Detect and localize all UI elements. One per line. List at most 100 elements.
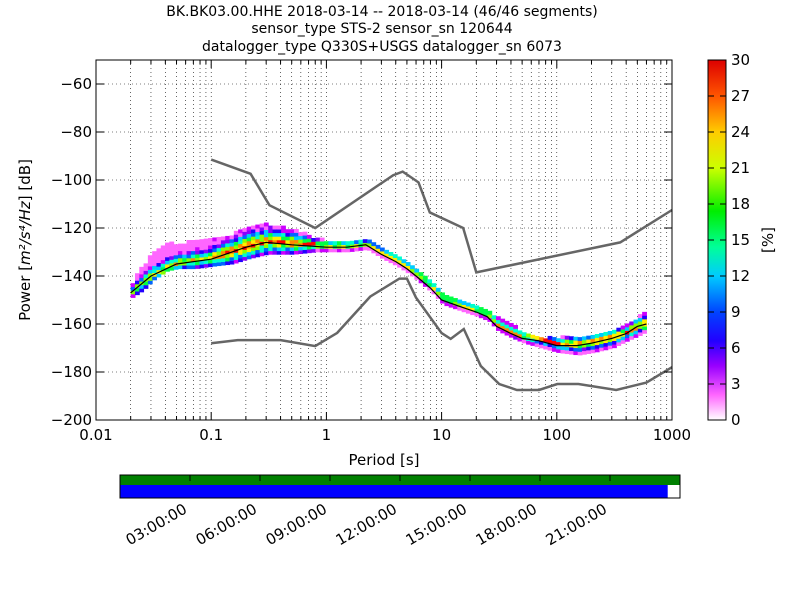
ppsd-cell xyxy=(581,336,587,341)
ppsd-cell xyxy=(169,259,175,264)
ppsd-cell xyxy=(440,296,445,300)
ppsd-cell xyxy=(607,338,613,343)
ppsd-cell xyxy=(414,275,420,280)
ppsd-cell xyxy=(242,256,248,261)
ppsd-cell xyxy=(427,279,433,284)
ppsd-cell xyxy=(603,331,609,336)
ppsd-cell xyxy=(448,303,454,308)
low-noise-model-line xyxy=(211,277,673,392)
ppsd-cell xyxy=(134,291,140,296)
ppsd-cell xyxy=(177,265,183,270)
ppsd-cell xyxy=(212,237,218,242)
ppsd-cell xyxy=(281,240,286,244)
ppsd-cell xyxy=(208,245,213,250)
ppsd-cell xyxy=(225,243,231,248)
ppsd-cell xyxy=(285,240,291,244)
ppsd-cell xyxy=(319,241,325,246)
ppsd-cell xyxy=(156,259,162,264)
ppsd-cell xyxy=(238,243,243,248)
ppsd-cell xyxy=(440,299,445,304)
ppsd-cell xyxy=(281,232,286,237)
x-tick-label: 1000 xyxy=(653,426,691,444)
x-axis-label: Period [s] xyxy=(348,451,419,469)
ppsd-cell xyxy=(491,315,497,320)
ppsd-cell xyxy=(203,263,209,268)
ppsd-cell xyxy=(281,250,286,255)
colorbar-tick-label: 15 xyxy=(731,231,750,249)
colorbar-tick-label: 9 xyxy=(731,303,741,321)
ppsd-cell xyxy=(246,248,252,253)
ppsd-cell xyxy=(474,309,480,313)
ppsd-cell xyxy=(160,256,166,261)
ppsd-cell xyxy=(637,321,643,326)
ppsd-cell xyxy=(392,257,398,262)
ppsd-cell xyxy=(225,250,231,255)
ppsd-cell xyxy=(220,261,226,266)
ppsd-cell xyxy=(418,275,424,280)
ppsd-cell xyxy=(534,335,540,340)
ppsd-cell xyxy=(629,325,635,329)
ppsd-cell xyxy=(242,235,248,240)
ppsd-cell xyxy=(195,243,200,248)
ppsd-cell xyxy=(637,328,643,333)
ppsd-cell xyxy=(367,239,372,244)
ppsd-cell xyxy=(629,321,635,326)
ppsd-cell xyxy=(208,248,213,253)
ppsd-cell xyxy=(470,307,476,312)
ppsd-cell xyxy=(465,302,471,307)
ppsd-cell xyxy=(229,242,235,247)
ppsd-cell xyxy=(599,332,604,337)
ppsd-cell xyxy=(160,267,166,271)
ppsd-cell xyxy=(268,236,274,241)
ppsd-cell xyxy=(379,247,385,252)
ppsd-cell xyxy=(620,336,626,341)
ppsd-cell xyxy=(238,240,243,245)
ppsd-cell xyxy=(624,334,630,339)
ppsd-cell xyxy=(160,245,166,250)
ppsd-cell xyxy=(160,259,166,264)
ppsd-cell xyxy=(173,258,179,263)
ppsd-cell xyxy=(530,341,536,346)
ppsd-cell xyxy=(208,238,213,242)
colorbar-tick-label: 3 xyxy=(731,375,741,393)
ppsd-cell xyxy=(547,346,553,351)
ppsd-cell xyxy=(285,247,291,252)
timeline-tick-label: 21:00:00 xyxy=(543,500,610,549)
timeline-tick-label: 06:00:00 xyxy=(193,500,260,549)
ppsd-cell xyxy=(500,322,506,327)
ppsd-cell xyxy=(203,253,209,257)
ppsd-cell xyxy=(255,253,261,258)
ppsd-cell xyxy=(242,231,248,236)
ppsd-cell xyxy=(212,251,218,256)
ppsd-cell xyxy=(212,259,218,263)
ppsd-cell xyxy=(560,346,566,350)
ppsd-cell xyxy=(392,261,398,266)
ppsd-cell xyxy=(272,225,278,230)
ppsd-cell xyxy=(319,248,325,253)
coverage-bar-data xyxy=(120,485,668,498)
ppsd-cell xyxy=(268,232,274,237)
ppsd-cell xyxy=(379,254,385,259)
ppsd-cell xyxy=(255,228,261,233)
ppsd-cell xyxy=(229,246,235,251)
ppsd-cell xyxy=(238,254,243,259)
ppsd-cell xyxy=(508,330,514,335)
ppsd-cell xyxy=(255,235,261,240)
ppsd-cell xyxy=(134,287,140,292)
ppsd-cell xyxy=(147,280,153,285)
ppsd-cell xyxy=(143,263,149,268)
ppsd-cell xyxy=(315,237,321,242)
ppsd-cell xyxy=(405,269,411,274)
ppsd-cell xyxy=(212,262,218,267)
ppsd-cell xyxy=(581,347,587,352)
ppsd-cell xyxy=(573,336,579,341)
ppsd-cell xyxy=(289,247,295,252)
high-noise-model-line xyxy=(210,158,673,274)
ppsd-cell xyxy=(487,310,493,315)
ppsd-cell xyxy=(203,238,209,243)
ppsd-cell xyxy=(165,260,170,265)
ppsd-cell xyxy=(139,284,145,289)
ppsd-cell xyxy=(251,229,256,234)
